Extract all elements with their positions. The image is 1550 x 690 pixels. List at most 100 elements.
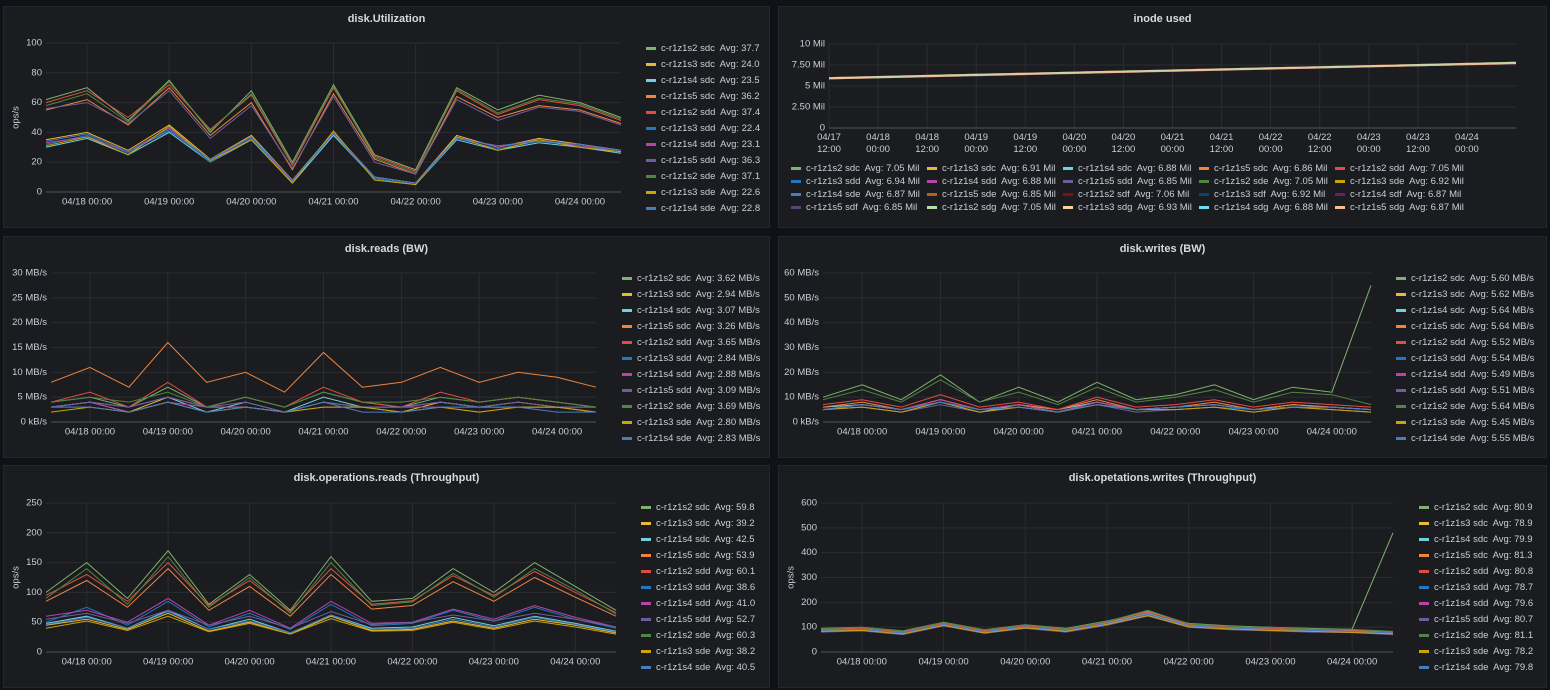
y-tick-label: 0 — [812, 647, 817, 658]
y-tick-label: 2.50 Mil — [792, 102, 825, 113]
legend-value: Avg: 3.65 MB/s — [696, 337, 760, 348]
legend-name: c-r1z1s4 sdc — [661, 75, 715, 86]
legend-item: c-r1z1s3 sdd Avg: 78.7 — [1419, 582, 1533, 593]
y-tick-label: 100 — [26, 587, 42, 598]
legend-value: Avg: 53.9 — [715, 550, 755, 561]
legend-value: Avg: 41.0 — [715, 598, 755, 609]
y-tick-label: 20 — [31, 157, 42, 168]
legend-name: c-r1z1s2 sdc — [806, 163, 860, 174]
legend-value: Avg: 7.05 Mil — [1273, 176, 1328, 187]
legend-value: Avg: 6.87 Mil — [865, 189, 920, 200]
x-tick-label: 04/18 00:00 — [856, 132, 900, 156]
legend-swatch — [646, 191, 656, 194]
legend-name: c-r1z1s2 sde — [1214, 176, 1268, 187]
legend-name: c-r1z1s4 sdd — [1411, 369, 1465, 380]
legend-name: c-r1z1s2 sdc — [1434, 502, 1488, 513]
legend-item: c-r1z1s4 sde Avg: 5.55 MB/s — [1396, 433, 1534, 444]
legend-value: Avg: 38.6 — [715, 582, 755, 593]
legend-name: c-r1z1s2 sdd — [1350, 163, 1404, 174]
legend-swatch — [927, 167, 937, 170]
legend-name: c-r1z1s2 sdg — [942, 202, 996, 213]
legend-value: Avg: 60.3 — [715, 630, 755, 641]
legend-value: Avg: 52.7 — [715, 614, 755, 625]
legend-name: c-r1z1s3 sde — [661, 187, 715, 198]
x-tick-label: 04/22 12:00 — [1298, 132, 1342, 156]
legend-name: c-r1z1s5 sdd — [1434, 614, 1488, 625]
legend-item: c-r1z1s2 sdc Avg: 3.62 MB/s — [622, 273, 760, 284]
legend-name: c-r1z1s2 sde — [661, 171, 715, 182]
legend-swatch — [1419, 618, 1429, 621]
legend-item: c-r1z1s2 sdc Avg: 37.7 — [646, 43, 760, 54]
legend-item: c-r1z1s2 sde Avg: 7.05 Mil — [1199, 176, 1328, 187]
legend-name: c-r1z1s4 sde — [656, 662, 710, 673]
legend-swatch — [622, 341, 632, 344]
legend-swatch — [641, 650, 651, 653]
legend-value: Avg: 80.9 — [1493, 502, 1533, 513]
y-tick-label: 5 Mil — [805, 81, 825, 92]
legend-value: Avg: 2.83 MB/s — [696, 433, 760, 444]
x-tick-label: 04/21 00:00 — [1072, 427, 1122, 438]
legend-value: Avg: 5.64 MB/s — [1470, 321, 1534, 332]
legend-item: c-r1z1s2 sde Avg: 60.3 — [641, 630, 755, 641]
legend-value: Avg: 78.2 — [1493, 646, 1533, 657]
legend-swatch — [622, 309, 632, 312]
legend-value: Avg: 5.54 MB/s — [1470, 353, 1534, 364]
legend-swatch — [641, 538, 651, 541]
y-tick-label: 150 — [26, 557, 42, 568]
y-tick-label: 50 — [31, 617, 42, 628]
legend-value: Avg: 5.52 MB/s — [1470, 337, 1534, 348]
legend-item: c-r1z1s2 sdf Avg: 7.06 Mil — [1063, 189, 1189, 200]
legend-swatch — [791, 180, 801, 183]
legend-name: c-r1z1s4 sdd — [661, 139, 715, 150]
legend-value: Avg: 6.87 Mil — [1409, 202, 1464, 213]
legend-item: c-r1z1s2 sde Avg: 81.1 — [1419, 630, 1533, 641]
legend-swatch — [791, 167, 801, 170]
x-tick-label: 04/23 00:00 — [473, 197, 523, 208]
legend-name: c-r1z1s5 sdg — [1350, 202, 1404, 213]
legend-value: Avg: 79.8 — [1493, 662, 1533, 673]
legend-name: c-r1z1s4 sdd — [656, 598, 710, 609]
legend-swatch — [1396, 357, 1406, 360]
x-tick-label: 04/19 00:00 — [915, 427, 965, 438]
legend-value: Avg: 5.49 MB/s — [1470, 369, 1534, 380]
legend-value: Avg: 5.60 MB/s — [1470, 273, 1534, 284]
legend-swatch — [646, 95, 656, 98]
legend-value: Avg: 3.09 MB/s — [696, 385, 760, 396]
x-tick-label: 04/23 00:00 — [1228, 427, 1278, 438]
x-tick-label: 04/19 00:00 — [144, 197, 194, 208]
y-axis-label: ops/s — [11, 566, 22, 589]
legend-value: Avg: 36.2 — [720, 91, 760, 102]
y-tick-label: 20 MB/s — [12, 317, 47, 328]
legend-name: c-r1z1s2 sdc — [661, 43, 715, 54]
legend-name: c-r1z1s2 sde — [1434, 630, 1488, 641]
legend-swatch — [641, 522, 651, 525]
legend-name: c-r1z1s4 sdd — [942, 176, 996, 187]
legend-swatch — [622, 405, 632, 408]
legend-name: c-r1z1s2 sdc — [637, 273, 691, 284]
legend-name: c-r1z1s3 sdc — [661, 59, 715, 70]
y-tick-label: 300 — [801, 572, 817, 583]
legend-item: c-r1z1s3 sde Avg: 22.6 — [646, 187, 760, 198]
legend-value: Avg: 2.94 MB/s — [696, 289, 760, 300]
x-tick-label: 04/20 00:00 — [1052, 132, 1096, 156]
legend-item: c-r1z1s5 sdd Avg: 5.51 MB/s — [1396, 385, 1534, 396]
legend-item: c-r1z1s5 sdd Avg: 36.3 — [646, 155, 760, 166]
legend-value: Avg: 6.94 Mil — [865, 176, 920, 187]
legend-item: c-r1z1s2 sde Avg: 5.64 MB/s — [1396, 401, 1534, 412]
legend-swatch — [641, 666, 651, 669]
x-tick-label: 04/19 00:00 — [918, 657, 968, 668]
panel: disk.writes (BW)0 kB/s10 MB/s20 MB/s30 M… — [778, 236, 1547, 458]
legend-swatch — [622, 389, 632, 392]
x-tick-label: 04/20 12:00 — [1101, 132, 1145, 156]
legend-name: c-r1z1s3 sdc — [656, 518, 710, 529]
legend-name: c-r1z1s3 sde — [1434, 646, 1488, 657]
legend-name: c-r1z1s3 sdc — [1411, 289, 1465, 300]
legend-name: c-r1z1s3 sdd — [656, 582, 710, 593]
y-tick-label: 500 — [801, 522, 817, 533]
legend-item: c-r1z1s2 sdc Avg: 59.8 — [641, 502, 755, 513]
legend-swatch — [1396, 277, 1406, 280]
legend-value: Avg: 40.5 — [715, 662, 755, 673]
legend-value: Avg: 37.1 — [720, 171, 760, 182]
legend-swatch — [1199, 206, 1209, 209]
